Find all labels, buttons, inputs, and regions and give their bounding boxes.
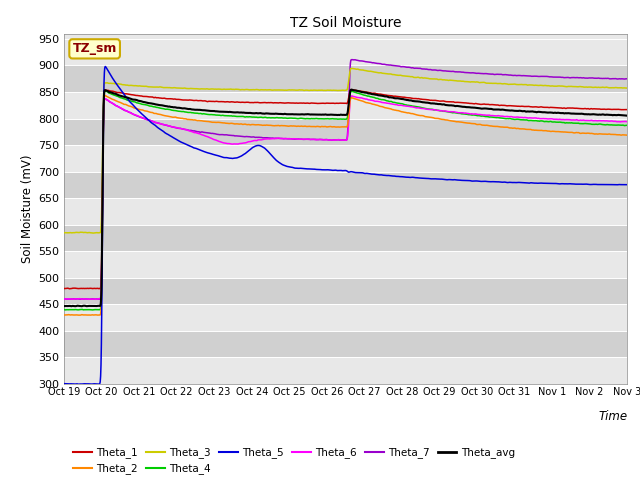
Bar <box>64 225 627 251</box>
Bar <box>64 331 627 358</box>
Bar <box>64 39 627 65</box>
Bar <box>64 145 627 172</box>
Bar <box>64 358 627 384</box>
Bar <box>64 65 627 92</box>
Legend: Theta_1, Theta_2, Theta_3, Theta_4, Theta_5, Theta_6, Theta_7, Theta_avg: Theta_1, Theta_2, Theta_3, Theta_4, Thet… <box>69 444 519 479</box>
Text: Time: Time <box>598 410 627 423</box>
Y-axis label: Soil Moisture (mV): Soil Moisture (mV) <box>21 155 34 263</box>
Bar <box>64 92 627 119</box>
Bar <box>64 198 627 225</box>
Title: TZ Soil Moisture: TZ Soil Moisture <box>290 16 401 30</box>
Bar <box>64 304 627 331</box>
Bar <box>64 251 627 278</box>
Text: TZ_sm: TZ_sm <box>72 42 117 55</box>
Bar <box>64 278 627 304</box>
Bar <box>64 119 627 145</box>
Bar <box>64 172 627 198</box>
